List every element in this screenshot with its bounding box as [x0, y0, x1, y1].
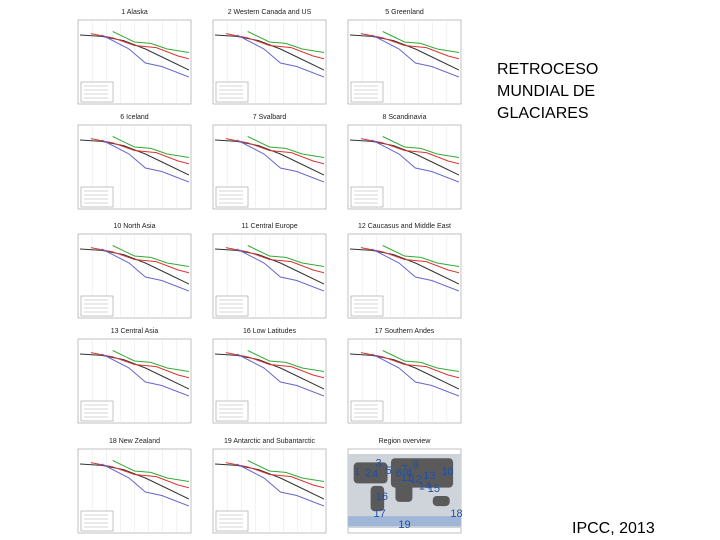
- map-label: 6: [396, 468, 402, 480]
- legend-box: [215, 186, 249, 208]
- legend-box: [215, 510, 249, 532]
- panel-title: 8 Scandinavia: [383, 114, 427, 121]
- legend-box: [80, 510, 114, 532]
- map-label: 8: [406, 467, 412, 479]
- legend-box: [215, 400, 249, 422]
- panel-title: 7 Svalbard: [253, 114, 287, 121]
- map-label: 18: [450, 508, 462, 520]
- panel-title: 5 Greenland: [385, 9, 424, 16]
- map-land: [353, 462, 388, 484]
- map-label: 3: [375, 458, 381, 470]
- map-label: 17: [374, 508, 386, 520]
- source: IPCC, 2013: [572, 520, 655, 537]
- map-label: 12: [410, 474, 422, 486]
- heading-line: GLACIARES: [497, 105, 589, 122]
- panel-title: 2 Western Canada and US: [228, 9, 312, 16]
- legend-box: [80, 400, 114, 422]
- map-land: [395, 483, 413, 502]
- map-label: 16: [376, 491, 388, 503]
- map-land: [370, 485, 385, 512]
- panel-title: 16 Low Latitudes: [243, 328, 296, 335]
- legend-box: [80, 81, 114, 103]
- panel-title: 10 North Asia: [113, 223, 155, 230]
- map-label: 2: [365, 468, 371, 480]
- heading-line: RETROCESO: [497, 61, 598, 78]
- map-land: [390, 458, 454, 488]
- heading-line: MUNDIAL DE: [497, 83, 595, 100]
- map-antarctic: [348, 516, 461, 527]
- legend-box: [80, 186, 114, 208]
- legend-box: [350, 295, 384, 317]
- panel-title: 17 Southern Andes: [375, 328, 435, 335]
- map-label: 13: [423, 470, 435, 482]
- legend-box: [215, 295, 249, 317]
- legend-box: [215, 81, 249, 103]
- map-label: 7: [401, 463, 407, 475]
- map-label: 1: [354, 466, 360, 478]
- legend-box: [350, 186, 384, 208]
- panel-title: 13 Central Asia: [111, 328, 159, 335]
- map-label: 9: [413, 459, 419, 471]
- panel-title: 12 Caucasus and Middle East: [358, 223, 451, 230]
- map-label: 15: [428, 483, 440, 495]
- panel-title: 18 New Zealand: [109, 438, 160, 445]
- map-label: 11: [401, 472, 412, 484]
- map-land: [432, 496, 450, 507]
- map-label: 19: [398, 519, 410, 531]
- legend-box: [80, 295, 114, 317]
- panel-title: 6 Iceland: [120, 114, 149, 121]
- map-label: 10: [441, 466, 453, 478]
- panel-title: Region overview: [379, 438, 432, 445]
- map-label: 14: [419, 480, 431, 492]
- map-label: 4: [372, 469, 378, 481]
- map-label: 5: [386, 465, 392, 477]
- legend-box: [350, 81, 384, 103]
- legend-box: [350, 400, 384, 422]
- panel-title: 11 Central Europe: [241, 223, 297, 230]
- panel-title: 1 Alaska: [121, 9, 148, 16]
- panel-title: 19 Antarctic and Subantarctic: [224, 438, 316, 445]
